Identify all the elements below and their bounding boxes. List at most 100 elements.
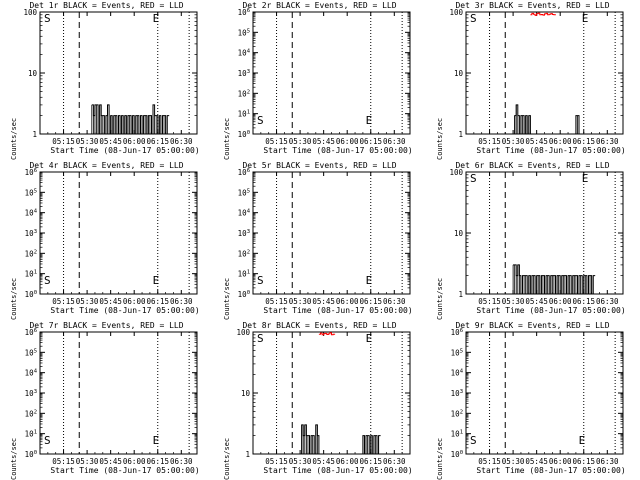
x-tick-label: 06:15 bbox=[146, 297, 169, 306]
y-tick-label: 101 bbox=[238, 270, 250, 279]
lld-series-line bbox=[318, 332, 336, 336]
x-tick-label: 05:15 bbox=[52, 457, 75, 466]
detector-panel: Det 6r BLACK = Events, RED = LLD Counts/s… bbox=[426, 160, 639, 320]
x-tick-label: 05:15 bbox=[265, 137, 288, 146]
x-tick-label: 06:00 bbox=[336, 297, 359, 306]
y-tick-label: 101 bbox=[451, 430, 463, 439]
plot-area: 1 10 100 05:15 05:30 05:45 06:00 06:15 06:30 S E bbox=[449, 8, 624, 146]
y-tick-label: 106 bbox=[238, 168, 250, 177]
y-tick-label: 10 bbox=[454, 229, 464, 238]
x-tick-label: 05:15 bbox=[478, 457, 501, 466]
x-tick-label: 06:15 bbox=[359, 297, 382, 306]
start-marker: S bbox=[257, 274, 264, 287]
y-tick-label: 103 bbox=[238, 229, 250, 238]
panel-title: Det 9r BLACK = Events, RED = LLD bbox=[455, 321, 610, 330]
y-tick-label: 103 bbox=[238, 69, 250, 78]
end-marker: E bbox=[153, 434, 160, 447]
plot-area: 100 101 102 103 104 105 106 05:15 05:30 05:45 06:0… bbox=[25, 328, 198, 466]
y-tick-label: 106 bbox=[238, 8, 250, 17]
x-tick-label: 06:15 bbox=[146, 457, 169, 466]
x-tick-label: 06:00 bbox=[549, 137, 572, 146]
x-tick-label: 05:30 bbox=[289, 297, 312, 306]
detector-panel: Det 7r BLACK = Events, RED = LLD Counts/s… bbox=[0, 320, 213, 480]
y-tick-label: 102 bbox=[238, 89, 250, 98]
x-tick-label: 05:45 bbox=[312, 297, 335, 306]
y-tick-label: 10 bbox=[241, 389, 251, 398]
x-axis-label: Start Time (08-Jun-17 05:00:00) bbox=[263, 466, 413, 475]
end-marker: E bbox=[582, 12, 589, 25]
x-axis-label: Start Time (08-Jun-17 05:00:00) bbox=[263, 146, 413, 155]
x-tick-label: 05:45 bbox=[525, 297, 548, 306]
x-tick-label: 06:15 bbox=[572, 457, 595, 466]
x-tick-label: 06:15 bbox=[359, 457, 382, 466]
panel-title: Det 8r BLACK = Events, RED = LLD bbox=[242, 321, 397, 330]
y-tick-label: 100 bbox=[451, 450, 463, 459]
end-marker: E bbox=[153, 12, 160, 25]
plot-area: 100 101 102 103 104 105 106 05:15 05:30 05:45 06:0… bbox=[25, 168, 198, 306]
y-tick-label: 103 bbox=[25, 389, 37, 398]
x-axis-label: Start Time (08-Jun-17 05:00:00) bbox=[50, 306, 200, 315]
panel-title: Det 5r BLACK = Events, RED = LLD bbox=[242, 161, 397, 170]
x-tick-label: 05:45 bbox=[312, 137, 335, 146]
x-axis-label: Start Time (08-Jun-17 05:00:00) bbox=[263, 306, 413, 315]
x-tick-label: 06:00 bbox=[123, 457, 146, 466]
start-marker: S bbox=[257, 332, 264, 345]
x-tick-label: 06:15 bbox=[146, 137, 169, 146]
x-tick-label: 05:45 bbox=[99, 137, 122, 146]
y-tick-label: 100 bbox=[449, 8, 463, 17]
start-marker: S bbox=[470, 172, 477, 185]
x-tick-label: 05:15 bbox=[265, 297, 288, 306]
end-marker: E bbox=[153, 274, 160, 287]
detector-panel: Det 4r BLACK = Events, RED = LLD Counts/s… bbox=[0, 160, 213, 320]
y-tick-label: 105 bbox=[238, 188, 250, 197]
x-tick-label: 05:15 bbox=[478, 137, 501, 146]
x-tick-label: 06:30 bbox=[596, 297, 619, 306]
x-tick-label: 06:15 bbox=[572, 137, 595, 146]
x-tick-label: 06:15 bbox=[572, 297, 595, 306]
events-series-line bbox=[300, 424, 381, 455]
x-tick-label: 05:15 bbox=[478, 297, 501, 306]
x-axis-label: Start Time (08-Jun-17 05:00:00) bbox=[50, 146, 200, 155]
start-marker: S bbox=[257, 114, 264, 127]
events-series-line bbox=[513, 264, 596, 295]
y-tick-label: 103 bbox=[451, 389, 463, 398]
x-tick-label: 06:30 bbox=[170, 137, 193, 146]
y-tick-label: 101 bbox=[25, 430, 37, 439]
detector-panel: Det 2r BLACK = Events, RED = LLD Counts/s… bbox=[213, 0, 426, 160]
y-tick-label: 104 bbox=[451, 369, 464, 378]
x-tick-label: 05:45 bbox=[525, 137, 548, 146]
y-tick-label: 100 bbox=[238, 290, 250, 299]
x-tick-label: 05:45 bbox=[99, 297, 122, 306]
panel-title: Det 7r BLACK = Events, RED = LLD bbox=[29, 321, 184, 330]
y-tick-label: 103 bbox=[25, 229, 37, 238]
x-tick-label: 06:00 bbox=[549, 297, 572, 306]
x-tick-label: 05:45 bbox=[312, 457, 335, 466]
x-tick-label: 05:30 bbox=[289, 457, 312, 466]
x-tick-label: 05:45 bbox=[99, 457, 122, 466]
detector-panel: Det 3r BLACK = Events, RED = LLD Counts/s… bbox=[426, 0, 639, 160]
lld-series-line bbox=[530, 12, 556, 16]
y-tick-label: 104 bbox=[238, 49, 251, 58]
panel-title: Det 3r BLACK = Events, RED = LLD bbox=[455, 1, 610, 10]
y-tick-label: 1 bbox=[32, 130, 37, 139]
y-tick-label: 105 bbox=[238, 28, 250, 37]
plot-area: 1 10 100 05:15 05:30 05:45 06:00 06:15 06:30 S E bbox=[23, 8, 198, 146]
x-tick-label: 06:30 bbox=[596, 137, 619, 146]
x-tick-label: 06:30 bbox=[170, 457, 193, 466]
plot-area: 1 10 100 05:15 05:30 05:45 06:00 06:15 06:30 S E bbox=[236, 328, 411, 466]
x-tick-label: 06:30 bbox=[170, 297, 193, 306]
x-axis-label: Start Time (08-Jun-17 05:00:00) bbox=[476, 466, 626, 475]
x-tick-label: 06:00 bbox=[336, 137, 359, 146]
detector-panel: Det 9r BLACK = Events, RED = LLD Counts/s… bbox=[426, 320, 639, 480]
y-tick-label: 1 bbox=[245, 450, 250, 459]
y-tick-label: 10 bbox=[28, 69, 38, 78]
x-tick-label: 05:30 bbox=[502, 297, 525, 306]
y-tick-label: 105 bbox=[25, 188, 37, 197]
x-tick-label: 06:00 bbox=[123, 137, 146, 146]
end-marker: E bbox=[366, 274, 373, 287]
plot-area: 100 101 102 103 104 105 106 05:15 05:30 05:45 06:0… bbox=[238, 8, 411, 146]
y-tick-label: 100 bbox=[238, 130, 250, 139]
events-series-line bbox=[513, 104, 596, 135]
end-marker: E bbox=[366, 332, 373, 345]
events-series-line bbox=[91, 104, 170, 135]
